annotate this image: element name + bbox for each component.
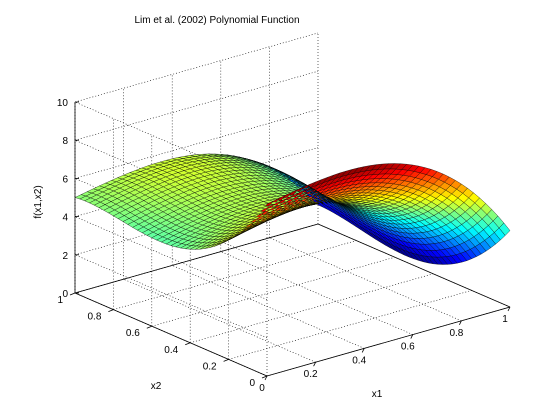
chart-title: Lim et al. (2002) Polynomial Function xyxy=(134,15,299,26)
y-tick-label: 0 xyxy=(249,378,255,389)
y-tick-mark xyxy=(223,359,229,362)
y-tick-mark xyxy=(185,342,191,346)
grid-lines xyxy=(74,32,511,377)
floor-grid-y xyxy=(113,240,357,310)
back-wall-grid-z xyxy=(74,109,319,179)
floor-grid-x xyxy=(317,223,511,308)
left-wall-grid-z xyxy=(74,254,268,339)
x-tick-label: 0.8 xyxy=(449,328,463,339)
surface-patch xyxy=(436,256,448,265)
y-tick-label: 1 xyxy=(57,295,63,306)
floor-grid-y xyxy=(190,273,434,344)
x-tick-label: 0.6 xyxy=(401,342,415,353)
back-wall-grid-z xyxy=(74,223,319,294)
z-tick-label: 10 xyxy=(57,98,69,109)
x-tick-mark xyxy=(264,375,268,381)
x-tick-label: 0 xyxy=(259,383,265,394)
x-tick-label: 0.2 xyxy=(304,369,318,380)
left-wall-grid-z xyxy=(74,139,268,224)
z-tick-label: 8 xyxy=(62,136,68,147)
z-tick-label: 0 xyxy=(62,289,68,300)
x-tick-mark xyxy=(507,306,511,312)
back-wall-grid-z xyxy=(74,32,319,103)
floor-grid-y xyxy=(151,256,395,327)
x-tick-mark xyxy=(459,320,462,325)
surface-plot xyxy=(74,153,511,265)
x-axis-label: x1 xyxy=(372,389,383,400)
left-wall-grid-z xyxy=(74,101,268,186)
x-tick-mark xyxy=(410,334,414,339)
surface-patch xyxy=(189,245,202,250)
floor-grid-y xyxy=(228,290,472,360)
x-tick-label: 0.4 xyxy=(352,355,366,366)
floor-grid-x xyxy=(123,278,316,363)
y-tick-mark xyxy=(261,375,268,379)
back-wall-grid-z xyxy=(74,70,319,141)
x-tick-label: 1 xyxy=(502,314,508,325)
y-tick-mark xyxy=(69,292,76,296)
y-tick-label: 0.8 xyxy=(87,312,101,323)
y-tick-mark xyxy=(146,325,152,329)
floor-grid-x xyxy=(269,237,462,322)
z-tick-label: 4 xyxy=(62,213,68,224)
x-tick-mark xyxy=(313,362,316,367)
x-tick-mark xyxy=(361,348,365,353)
floor-grid-y xyxy=(266,306,511,377)
left-wall-grid-z xyxy=(74,216,268,300)
z-tick-label: 6 xyxy=(62,174,68,185)
floor-grid-x xyxy=(220,251,413,335)
y-axis-label: x2 xyxy=(151,381,162,392)
z-tick-label: 2 xyxy=(62,251,68,262)
y-tick-mark xyxy=(108,309,114,312)
left-wall-grid-z xyxy=(74,292,268,377)
floor-grid-x xyxy=(172,265,365,349)
y-tick-label: 0.2 xyxy=(203,361,217,372)
y-tick-label: 0.4 xyxy=(164,345,178,356)
z-axis-label: f(x1,x2) xyxy=(33,185,44,218)
y-tick-label: 0.6 xyxy=(126,328,140,339)
